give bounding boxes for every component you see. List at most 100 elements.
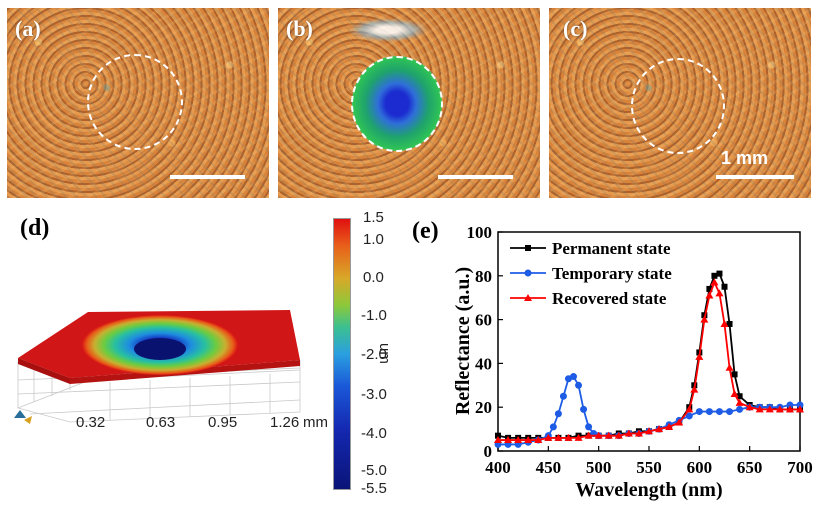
data-point: [595, 432, 602, 439]
data-point: [700, 315, 709, 323]
data-point: [766, 404, 773, 411]
data-point: [635, 428, 642, 435]
scale-bar-a: [170, 175, 245, 179]
data-point: [676, 419, 683, 426]
y-tick-label-0: 0: [484, 442, 493, 461]
data-point: [716, 270, 723, 277]
data-point: [665, 422, 674, 430]
data-point: [505, 434, 512, 441]
data-point: [735, 398, 744, 406]
data-point: [705, 291, 714, 299]
data-point: [534, 436, 543, 444]
data-point: [605, 432, 612, 439]
highlight-circle-a: [87, 54, 183, 150]
data-point: [755, 405, 764, 413]
data-point: [746, 402, 753, 409]
data-point: [675, 418, 684, 426]
data-point: [691, 382, 698, 389]
legend-label-0: Permanent state: [552, 239, 671, 258]
data-point: [685, 412, 693, 420]
data-point: [706, 285, 713, 292]
data-point: [554, 433, 563, 441]
colorbar-tick-7: -5.0: [361, 462, 387, 479]
data-point: [495, 432, 501, 439]
x-tick-label-5: 650: [737, 458, 763, 477]
data-point: [646, 428, 652, 435]
highlight-circle-c: [631, 58, 725, 154]
x-tick-label-0: 400: [485, 458, 511, 477]
data-point: [705, 408, 713, 416]
data-point: [645, 427, 653, 435]
x-tick-label-1: 450: [536, 458, 562, 477]
data-point: [515, 434, 522, 441]
optical-image-a: (a): [7, 8, 269, 198]
data-point: [545, 434, 552, 441]
data-point: [776, 403, 784, 411]
data-point: [721, 283, 728, 290]
data-point: [655, 425, 664, 433]
data-point: [695, 352, 704, 360]
data-point: [666, 423, 673, 430]
y-tick-label-4: 80: [475, 267, 492, 286]
data-point: [665, 421, 673, 429]
data-point: [696, 349, 703, 356]
data-point: [635, 429, 643, 437]
x-axis-label: Wavelength (nm): [575, 479, 722, 501]
data-point: [625, 429, 633, 437]
data-point: [715, 289, 724, 297]
data-point: [504, 440, 512, 448]
panel-label-e: (e): [412, 218, 439, 244]
data-point: [604, 431, 613, 439]
colorbar-tick-5: -3.0: [361, 386, 387, 403]
legend-marker-2: [524, 294, 532, 301]
data-point: [534, 436, 542, 444]
series-2: [494, 278, 804, 444]
scale-bar-c: [716, 175, 794, 179]
legend-marker-0: [525, 245, 531, 251]
data-point: [656, 426, 663, 433]
x-tick-label-6: 700: [787, 458, 813, 477]
data-point: [796, 405, 804, 413]
data-point: [685, 405, 694, 413]
data-point: [585, 432, 592, 439]
y-tick-label-5: 100: [467, 223, 493, 242]
glare-spot: [348, 18, 428, 42]
plot-frame: [497, 231, 801, 452]
data-point: [494, 440, 502, 448]
data-point: [730, 390, 739, 398]
data-point: [765, 405, 774, 413]
data-point: [559, 392, 567, 400]
data-point: [544, 432, 552, 440]
data-point: [675, 416, 683, 424]
data-point: [745, 403, 754, 411]
data-point: [690, 385, 699, 393]
optical-image-b: (b): [278, 8, 540, 198]
data-point: [494, 436, 502, 444]
data-point: [585, 423, 593, 431]
y-axis-label: Reflectance (a.u.): [452, 267, 474, 415]
colorbar-tick-2: 0.0: [363, 269, 384, 286]
colorbar-tick-0: 1.5: [363, 209, 384, 226]
data-point: [715, 408, 723, 416]
data-point: [525, 434, 532, 441]
colorbar-tick-3: -1.0: [361, 307, 387, 324]
data-point: [595, 432, 603, 440]
data-point: [686, 404, 693, 411]
data-point: [746, 403, 754, 411]
series-1: [494, 373, 804, 448]
data-point: [554, 410, 562, 418]
y-tick-label-1: 20: [475, 398, 492, 417]
data-point: [731, 371, 738, 378]
data-point: [645, 427, 653, 435]
data-point: [504, 436, 513, 444]
data-point: [726, 320, 733, 327]
data-point: [756, 404, 763, 411]
x-tick-3: 1.26: [270, 414, 300, 431]
data-point: [584, 431, 593, 439]
data-point: [514, 436, 523, 444]
optical-image-c: (c) 1 mm: [549, 8, 811, 198]
scale-bar-b: [438, 175, 513, 179]
colorbar-tick-8: -5.5: [361, 480, 387, 497]
data-point: [776, 406, 783, 413]
series-line-0: [497, 272, 800, 439]
